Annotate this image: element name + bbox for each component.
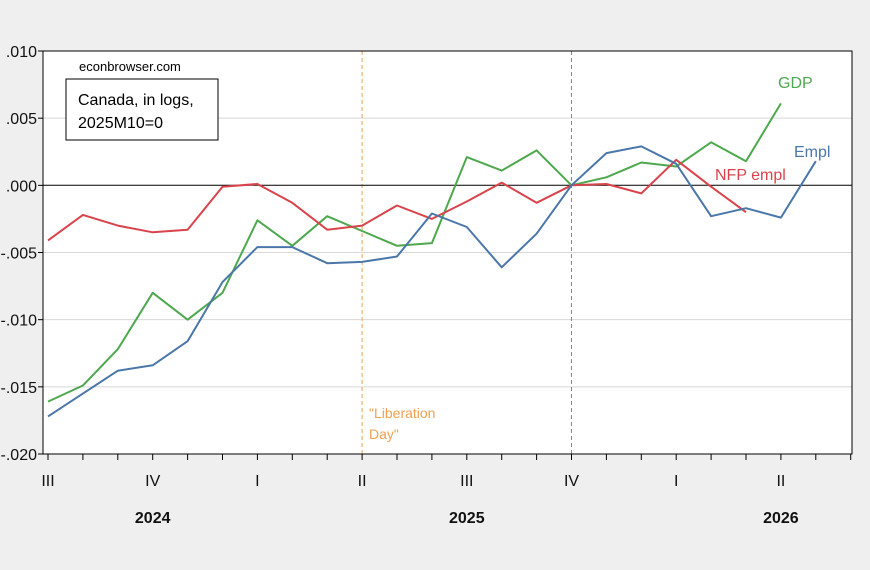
y-tick-label: -.020 bbox=[1, 447, 38, 464]
y-tick-label: .000 bbox=[6, 178, 37, 195]
x-tick-label: III bbox=[460, 473, 473, 490]
series-line-empl bbox=[47, 145, 817, 418]
year-label: 2026 bbox=[763, 510, 799, 527]
legend-box-line1: Canada, in logs, bbox=[78, 92, 194, 109]
y-tick-label: -.010 bbox=[1, 313, 38, 330]
year-label: 2025 bbox=[449, 510, 485, 527]
series-label-nfp-empl: NFP empl bbox=[715, 167, 786, 184]
x-tick-label: IV bbox=[564, 473, 579, 490]
x-tick-label: I bbox=[255, 473, 259, 490]
y-tick-label: -.015 bbox=[1, 380, 38, 397]
series-line-nfp-empl bbox=[47, 158, 747, 242]
series-label-empl: Empl bbox=[794, 144, 830, 161]
y-axis: .010 .005 .000 -.005 -.010 -.015 -.020 bbox=[1, 44, 43, 464]
x-tick-label: I bbox=[674, 473, 678, 490]
x-tick-label: III bbox=[41, 473, 54, 490]
x-tick-label: II bbox=[776, 473, 785, 490]
legend-box-line2: 2025M10=0 bbox=[78, 115, 163, 132]
legend-box bbox=[65, 78, 219, 141]
y-tick-label: .005 bbox=[6, 111, 37, 128]
series-line-gdp bbox=[47, 102, 782, 403]
series bbox=[47, 102, 817, 418]
year-labels: 2024 2025 2026 bbox=[135, 510, 799, 527]
annotation-line2: Day" bbox=[369, 426, 399, 442]
series-label-gdp: GDP bbox=[778, 75, 813, 92]
year-label: 2024 bbox=[135, 510, 171, 527]
y-tick-label: .010 bbox=[6, 44, 37, 61]
annotation-line1: "Liberation bbox=[369, 405, 435, 421]
source-label: econbrowser.com bbox=[79, 59, 181, 74]
y-tick-label: -.005 bbox=[1, 246, 38, 263]
x-axis: III IV I II III IV I II bbox=[41, 454, 852, 490]
x-tick-label: II bbox=[358, 473, 367, 490]
x-tick-label: IV bbox=[145, 473, 160, 490]
